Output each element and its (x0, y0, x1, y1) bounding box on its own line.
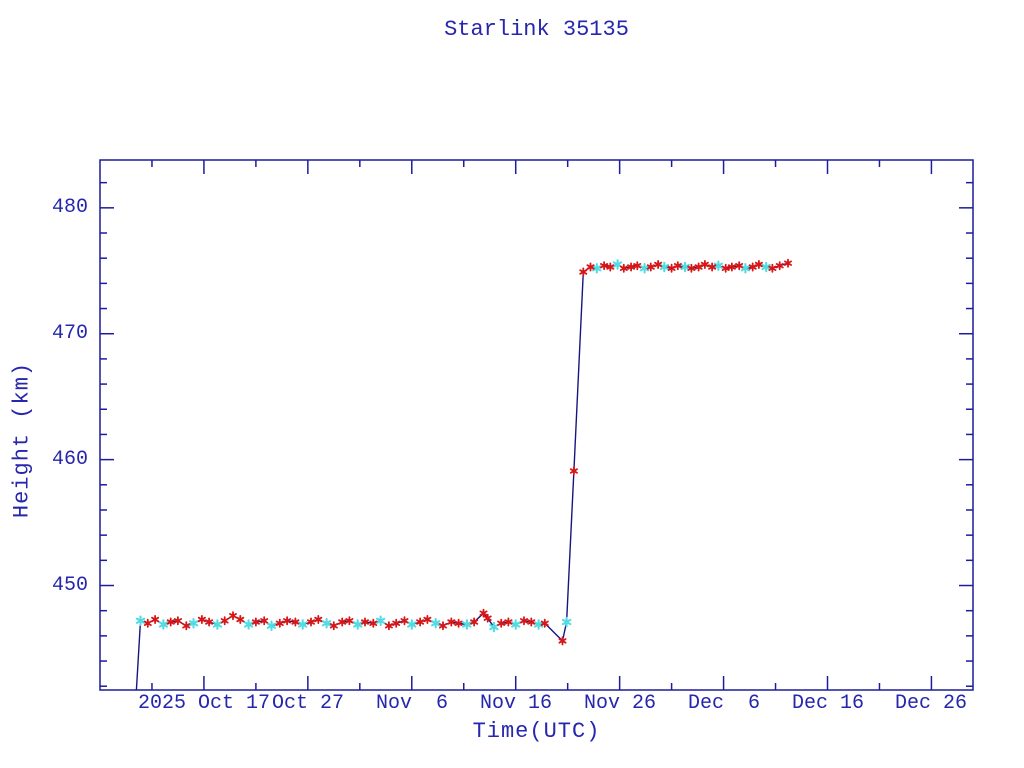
x-tick-label: Nov 16 (479, 692, 553, 715)
red-asterisk-markers (143, 258, 792, 646)
x-ticks (151, 160, 933, 690)
height-line (135, 262, 789, 691)
y-tick-label: 450 (51, 574, 88, 597)
x-tick-label: Nov 6 (375, 692, 449, 715)
y-tick-label: 480 (51, 196, 88, 219)
x-tick-label: Oct 27 (271, 692, 345, 715)
plot-frame (99, 159, 974, 691)
y-tick-label: 460 (51, 448, 88, 471)
x-axis-label: Time(UTC) (472, 719, 601, 744)
chart-title: Starlink 35135 (444, 17, 629, 42)
y-tick-label: 470 (51, 322, 88, 345)
x-tick-label: 2025 Oct 17 (137, 692, 271, 715)
x-tick-label: Nov 26 (583, 692, 657, 715)
x-tick-label: Dec 26 (894, 692, 968, 715)
y-ticks (100, 181, 973, 687)
x-tick-label: Dec 6 (687, 692, 761, 715)
cyan-asterisk-markers (135, 259, 771, 633)
x-tick-label: Dec 16 (791, 692, 865, 715)
